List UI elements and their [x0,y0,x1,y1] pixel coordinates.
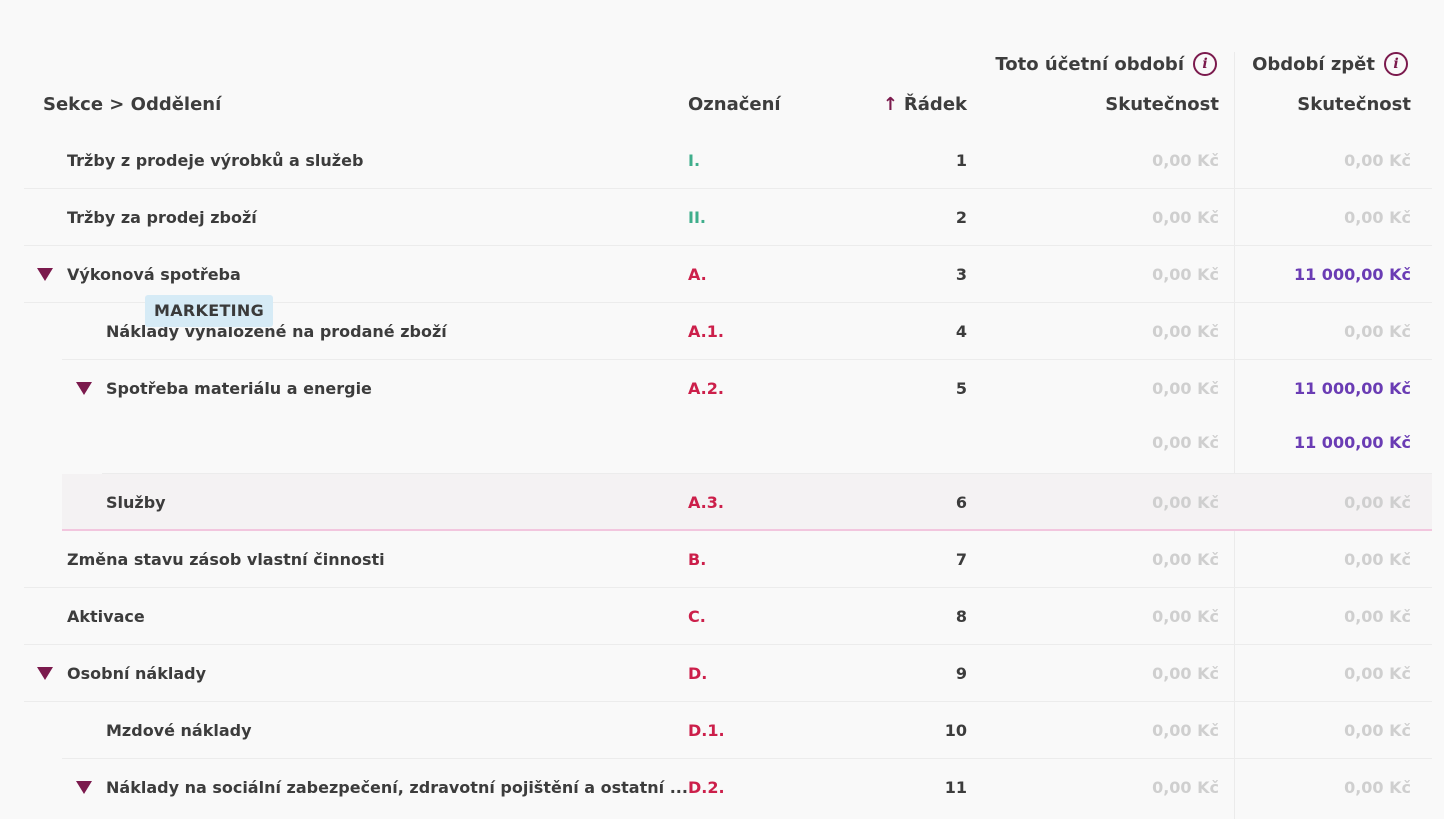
row-highlight-border [62,529,1432,531]
info-icon[interactable]: i [1193,52,1217,76]
row-code: D. [688,664,708,683]
row-value-previous: 0,00 Kč [1344,778,1411,797]
row-code: A. [688,265,707,284]
row-name: Spotřeba materiálu a energie [106,379,372,398]
row-line-number: 10 [944,721,967,740]
row-value-current: 0,00 Kč [1152,550,1219,569]
department-row[interactable]: 0,00 Kč 11 000,00 Kč [0,417,1444,474]
column-header-skutecnost-previous[interactable]: Skutečnost [1297,94,1411,115]
row-name: Náklady na sociální zabezpečení, zdravot… [106,778,688,797]
row-value-previous: 0,00 Kč [1344,322,1411,341]
row-code: A.2. [688,379,724,398]
row-divider [24,644,1432,645]
row-line-number: 6 [955,493,967,512]
column-header-skutecnost-current[interactable]: Skutečnost [1105,94,1219,115]
collapse-caret-icon[interactable] [76,382,92,395]
row-code: B. [688,550,707,569]
table-row[interactable]: Změna stavu zásob vlastní činnosti B. 7 … [0,531,1444,588]
table-row[interactable]: Spotřeba materiálu a energie A.2. 5 0,00… [0,360,1444,417]
row-divider [62,758,1432,759]
row-value-current: 0,00 Kč [1152,433,1219,452]
report-table-body: Tržby z prodeje výrobků a služeb I. 1 0,… [0,132,1444,816]
group-header-previous-period: Období zpět i [1252,50,1408,78]
row-divider [62,359,1432,360]
table-row[interactable]: Mzdové náklady D.1. 10 0,00 Kč 0,00 Kč [0,702,1444,759]
row-name: Výkonová spotřeba [67,265,241,284]
row-value-current: 0,00 Kč [1152,208,1219,227]
row-value-previous[interactable]: 11 000,00 Kč [1293,379,1411,398]
row-value-previous: 0,00 Kč [1344,151,1411,170]
column-divider [1234,52,1235,819]
row-code: C. [688,607,706,626]
row-code: II. [688,208,706,227]
row-value-previous: 0,00 Kč [1344,208,1411,227]
row-line-number: 4 [955,322,967,341]
row-value-previous: 0,00 Kč [1344,607,1411,626]
row-code: I. [688,151,701,170]
row-name: Mzdové náklady [106,721,252,740]
group-header-current-period: Toto účetní období i [995,50,1217,78]
column-header-sekce[interactable]: Sekce > Oddělení [43,94,222,115]
row-value-previous: 0,00 Kč [1344,721,1411,740]
row-line-number: 9 [955,664,967,683]
row-name: Změna stavu zásob vlastní činnosti [67,550,385,569]
column-header-oznaceni[interactable]: Označení [688,94,781,115]
row-divider [102,473,1432,474]
row-value-current: 0,00 Kč [1152,778,1219,797]
info-icon[interactable]: i [1384,52,1408,76]
row-name: Služby [106,493,166,512]
row-code: A.1. [688,322,724,341]
group-header-previous-label: Období zpět [1252,53,1375,75]
collapse-caret-icon[interactable] [37,667,53,680]
table-row[interactable]: Náklady na sociální zabezpečení, zdravot… [0,759,1444,816]
table-row[interactable]: Tržby z prodeje výrobků a služeb I. 1 0,… [0,132,1444,189]
row-code: D.1. [688,721,725,740]
row-value-previous: 0,00 Kč [1344,550,1411,569]
row-value-current: 0,00 Kč [1152,265,1219,284]
table-row[interactable]: Výkonová spotřeba A. 3 0,00 Kč 11 000,00… [0,246,1444,303]
row-code: A.3. [688,493,724,512]
row-value-previous[interactable]: 11 000,00 Kč [1293,265,1411,284]
row-name: Tržby za prodej zboží [67,208,257,227]
row-line-number: 5 [955,379,967,398]
column-header-radek-label: Řádek [903,94,967,115]
collapse-caret-icon[interactable] [37,268,53,281]
row-value-previous: 0,00 Kč [1344,493,1411,512]
row-divider [24,188,1432,189]
row-value-current: 0,00 Kč [1152,151,1219,170]
table-row[interactable]: Osobní náklady D. 9 0,00 Kč 0,00 Kč [0,645,1444,702]
row-divider [24,701,1432,702]
column-header-radek[interactable]: ↑ Řádek [883,90,967,120]
row-value-current: 0,00 Kč [1152,721,1219,740]
row-name: Aktivace [67,607,145,626]
table-row[interactable]: Aktivace C. 8 0,00 Kč 0,00 Kč [0,588,1444,645]
collapse-caret-icon[interactable] [76,781,92,794]
table-row[interactable]: Tržby za prodej zboží II. 2 0,00 Kč 0,00… [0,189,1444,246]
row-value-current: 0,00 Kč [1152,379,1219,398]
row-line-number: 7 [955,550,967,569]
row-divider [24,587,1432,588]
row-value-previous: 0,00 Kč [1344,664,1411,683]
department-badge[interactable]: MARKETING [145,295,274,327]
row-line-number: 3 [955,265,967,284]
row-name: Osobní náklady [67,664,207,683]
row-name: Tržby z prodeje výrobků a služeb [67,151,364,170]
row-line-number: 2 [955,208,967,227]
row-value-current: 0,00 Kč [1152,493,1219,512]
row-line-number: 8 [955,607,967,626]
row-value-previous[interactable]: 11 000,00 Kč [1293,433,1411,452]
row-line-number: 11 [944,778,967,797]
group-header-current-label: Toto účetní období [995,53,1184,75]
row-value-current: 0,00 Kč [1152,607,1219,626]
sort-ascending-icon: ↑ [882,94,898,115]
row-divider [24,302,1432,303]
row-value-current: 0,00 Kč [1152,322,1219,341]
row-code: D.2. [688,778,725,797]
table-row[interactable]: Náklady vynaložené na prodané zboží A.1.… [0,303,1444,360]
table-row-highlighted[interactable]: Služby A.3. 6 0,00 Kč 0,00 Kč [62,474,1432,531]
row-divider [24,245,1432,246]
row-value-current: 0,00 Kč [1152,664,1219,683]
row-line-number: 1 [955,151,967,170]
